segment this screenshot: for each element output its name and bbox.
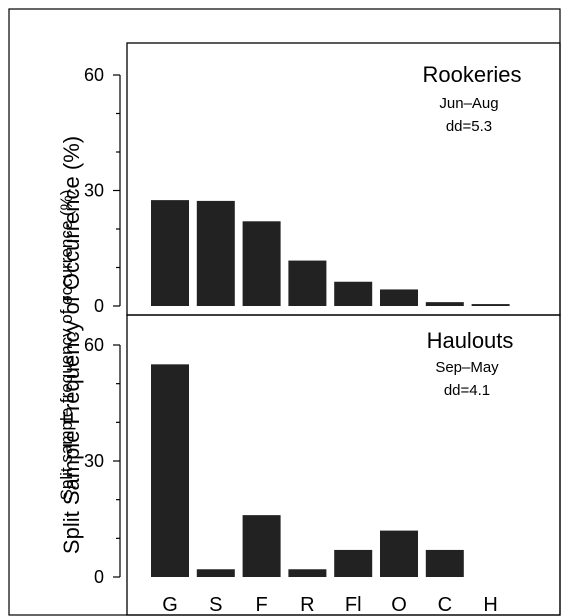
panel-annotation-rookeries: dd=5.3: [446, 118, 492, 135]
bar-rookeries-s: [196, 200, 235, 306]
bar-rookeries-h: [471, 304, 510, 306]
bar-rookeries-f: [242, 221, 281, 306]
bar-rookeries-r: [288, 260, 327, 306]
bar-rookeries-c: [425, 302, 464, 306]
bar-haulouts-s: [196, 569, 235, 577]
x-tick-label-s: S: [209, 594, 222, 616]
x-tick-label-o: O: [391, 594, 407, 616]
bar-haulouts-fl: [334, 549, 373, 577]
y-axis-label-secondary: Split sample frequency of occurrence (%): [57, 190, 76, 501]
x-tick-label-c: C: [438, 594, 452, 616]
bar-haulouts-r: [288, 569, 327, 577]
y-tick-label-haulouts-30: 30: [84, 451, 104, 471]
bar-rookeries-g: [151, 200, 189, 306]
y-tick-label-rookeries-60: 60: [84, 65, 104, 85]
bar-haulouts-g: [151, 364, 189, 577]
y-tick-label-haulouts-0: 0: [94, 567, 104, 587]
x-tick-label-r: R: [300, 594, 314, 616]
bar-rookeries-fl: [334, 281, 373, 306]
y-tick-label-rookeries-30: 30: [84, 181, 104, 201]
chart-marks: 0 30 60 0 30 60 G S F R Fl O C H: [84, 65, 510, 616]
y-axis-label-primary: Split Sample Frequency of Occurrence (%): [59, 136, 84, 554]
panel-title-haulouts: Haulouts: [427, 328, 514, 353]
y-tick-label-rookeries-0: 0: [94, 296, 104, 316]
x-tick-label-g: G: [162, 594, 178, 616]
bar-haulouts-o: [380, 530, 418, 577]
panel-annotation-haulouts: dd=4.1: [444, 382, 490, 399]
bar-haulouts-c: [425, 549, 464, 577]
x-tick-label-f: F: [255, 594, 267, 616]
bar-rookeries-o: [380, 289, 418, 306]
y-tick-label-haulouts-60: 60: [84, 335, 104, 355]
panel-title-rookeries: Rookeries: [422, 62, 521, 87]
x-tick-label-fl: Fl: [345, 594, 362, 616]
panel-subtitle-haulouts: Sep–May: [435, 359, 499, 376]
x-tick-label-h: H: [483, 594, 497, 616]
panel-frame-haulouts: [126, 314, 561, 616]
bar-haulouts-f: [242, 515, 281, 577]
panel-subtitle-rookeries: Jun–Aug: [439, 95, 498, 112]
